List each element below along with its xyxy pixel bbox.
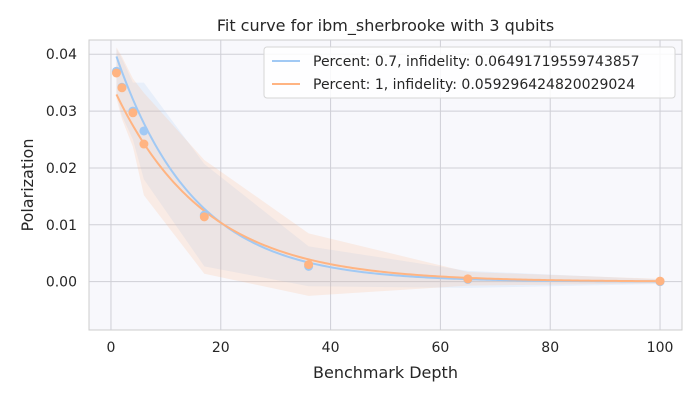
data-point-series-2 <box>655 276 665 286</box>
data-point-series-2 <box>304 260 314 270</box>
data-point-series-2 <box>139 139 149 149</box>
error-bands <box>116 47 661 296</box>
y-tick-label: 0.00 <box>46 275 77 291</box>
data-point-series-2 <box>117 83 127 93</box>
x-tick-label: 100 <box>647 340 674 356</box>
x-tick-label: 20 <box>212 340 230 356</box>
chart-title: Fit curve for ibm_sherbrooke with 3 qubi… <box>217 16 554 36</box>
y-axis-label: Polarization <box>18 139 37 232</box>
y-tick-label: 0.01 <box>46 218 77 234</box>
error-band-series-1 <box>116 48 661 288</box>
data-point-series-2 <box>111 68 121 78</box>
x-tick-label: 80 <box>541 340 559 356</box>
y-tick-label: 0.03 <box>46 104 77 120</box>
x-axis-label: Benchmark Depth <box>313 363 458 382</box>
legend-label-series-1: Percent: 0.7, infidelity: 0.064917195597… <box>313 54 640 70</box>
y-tick-label: 0.04 <box>46 47 77 63</box>
data-point-series-2 <box>463 274 473 284</box>
data-point-series-2 <box>128 108 138 118</box>
data-points <box>111 66 665 287</box>
x-tick-label: 60 <box>431 340 449 356</box>
legend-label-series-2: Percent: 1, infidelity: 0.05929642482002… <box>313 77 635 93</box>
legend-box <box>263 46 676 99</box>
data-point-series-2 <box>199 212 209 222</box>
x-tick-label: 0 <box>107 340 116 356</box>
tick-labels: 0 20 40 60 80 100 0.00 0.01 0.02 0.03 0.04 <box>46 47 674 356</box>
error-band-series-2 <box>116 47 661 296</box>
data-point-series-1 <box>139 126 149 136</box>
y-tick-label: 0.02 <box>46 161 77 177</box>
x-tick-label: 40 <box>322 340 340 356</box>
legend: Percent: 0.7, infidelity: 0.064917195597… <box>263 46 676 99</box>
